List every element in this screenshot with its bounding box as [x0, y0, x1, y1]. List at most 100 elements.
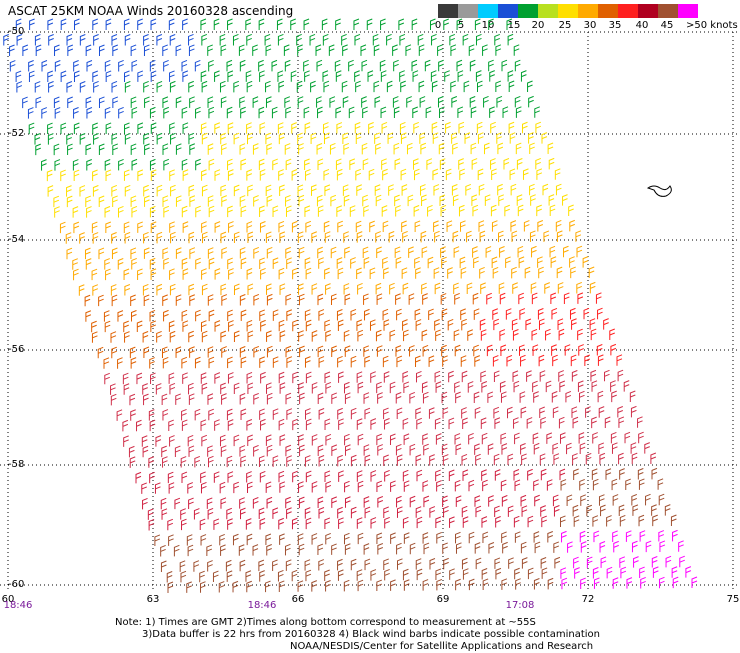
wind-barb — [124, 284, 131, 296]
wind-barb — [296, 80, 303, 93]
wind-barb — [422, 480, 429, 492]
wind-barb — [325, 532, 331, 545]
wind-barb — [384, 568, 390, 581]
wind-barb — [610, 380, 616, 392]
wind-barb — [98, 143, 105, 155]
wind-barb — [201, 169, 207, 181]
wind-barb — [531, 292, 538, 305]
wind-barb — [598, 406, 605, 418]
wind-barb — [438, 59, 444, 72]
wind-barb — [247, 184, 253, 197]
lat-label: -52 — [8, 128, 25, 139]
wind-barb — [259, 122, 266, 134]
wind-barb — [350, 506, 357, 519]
wind-barb — [246, 419, 253, 431]
wind-barb — [278, 169, 284, 181]
wind-barb — [207, 143, 214, 155]
wind-barb — [389, 381, 396, 394]
wind-barb — [471, 194, 478, 206]
wind-barb — [305, 267, 312, 280]
wind-barb — [91, 268, 98, 281]
wind-barb — [28, 60, 34, 72]
wind-barb — [323, 132, 330, 145]
wind-barb — [460, 220, 466, 232]
wind-barb — [195, 158, 201, 171]
wind-barb — [149, 205, 156, 218]
wind-barb — [67, 143, 73, 156]
wind-barb — [545, 380, 552, 393]
wind-barb — [382, 220, 389, 233]
wind-barb — [650, 452, 657, 464]
wind-barb — [124, 231, 131, 244]
wind-barb — [552, 494, 559, 507]
wind-barb — [599, 541, 606, 553]
wind-barb — [156, 80, 163, 93]
wind-barb — [544, 282, 550, 294]
wind-barb — [556, 266, 563, 279]
wind-barb — [285, 559, 292, 571]
colorbar-swatch — [658, 4, 678, 18]
wind-barb — [439, 194, 446, 206]
wind-barb — [194, 408, 201, 421]
wind-barb — [533, 479, 539, 491]
wind-barb — [477, 168, 484, 181]
wind-barb — [84, 294, 91, 307]
wind-barb — [284, 543, 291, 556]
wind-barb — [591, 468, 598, 480]
wind-barb — [481, 516, 488, 528]
wind-barb — [380, 18, 386, 30]
wind-barb — [540, 505, 546, 517]
wind-barb — [297, 231, 304, 243]
wind-barb — [362, 246, 369, 259]
wind-barb — [123, 169, 130, 181]
wind-barb — [471, 158, 478, 170]
wind-barb — [131, 106, 138, 119]
wind-barb — [323, 168, 330, 181]
wind-barb — [142, 383, 148, 395]
wind-barb — [54, 60, 61, 72]
wind-barb — [405, 44, 412, 56]
wind-barb — [169, 169, 175, 181]
note-line: 3)Data buffer is 22 hrs from 20160328 4)… — [142, 629, 600, 640]
wind-barb — [369, 267, 376, 279]
wind-barb — [515, 106, 522, 118]
wind-barb — [583, 307, 590, 320]
wind-barb — [401, 267, 408, 279]
wind-barb — [214, 268, 221, 280]
wind-barb — [232, 533, 239, 546]
wind-barb — [442, 355, 448, 367]
wind-barb — [382, 308, 389, 321]
lon-label: 63 — [146, 594, 160, 605]
wind-barb — [421, 381, 428, 393]
wind-barb — [458, 204, 465, 217]
wind-barb — [316, 59, 323, 72]
wind-barb — [168, 372, 175, 384]
wind-barb — [508, 121, 515, 134]
wind-barb — [612, 494, 619, 506]
wind-barb — [201, 132, 208, 145]
wind-barb — [104, 159, 111, 171]
wind-barb — [455, 578, 461, 591]
wind-barb — [498, 194, 504, 206]
wind-barb — [130, 357, 137, 369]
wind-barb — [363, 345, 370, 357]
wind-barb — [279, 283, 286, 295]
wind-barb — [588, 266, 595, 278]
wind-barb — [520, 70, 527, 82]
wind-barb — [539, 370, 546, 382]
wind-barb — [161, 346, 168, 358]
wind-barb — [440, 293, 447, 305]
wind-barb — [562, 194, 568, 206]
wind-barb — [163, 257, 169, 270]
wind-barb — [111, 132, 118, 145]
wind-barb — [303, 18, 310, 30]
wind-barb — [452, 194, 459, 206]
wind-barb — [537, 220, 544, 232]
wind-barb — [104, 206, 111, 218]
wind-barb — [593, 577, 600, 589]
colorbar-label: 0 — [434, 20, 442, 31]
wind-barb — [220, 544, 226, 556]
wind-barb — [575, 230, 582, 242]
wind-barb — [266, 382, 272, 394]
wind-barb — [221, 247, 228, 259]
